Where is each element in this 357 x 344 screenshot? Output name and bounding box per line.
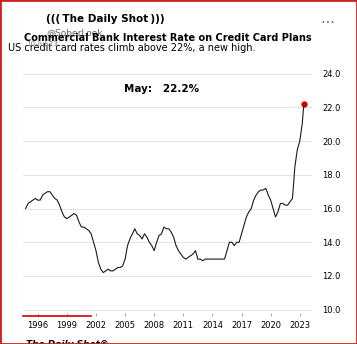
Title: Commercial Bank Interest Rate on Credit Card Plans: Commercial Bank Interest Rate on Credit …: [24, 33, 312, 43]
Text: ⋯: ⋯: [321, 14, 335, 28]
Text: The: The: [19, 12, 30, 18]
Text: US credit card rates climb above 22%, a new high.: US credit card rates climb above 22%, a …: [8, 43, 255, 53]
Text: The Daily Shot®: The Daily Shot®: [26, 340, 109, 344]
Text: Shot: Shot: [18, 29, 32, 34]
Text: 10-Jul-23: 10-Jul-23: [26, 41, 58, 47]
Text: @SoberLook: @SoberLook: [46, 28, 103, 37]
Text: May:   22.2%: May: 22.2%: [125, 84, 200, 94]
Text: Daily: Daily: [17, 21, 33, 26]
Text: ((( The Daily Shot ))): ((( The Daily Shot ))): [46, 14, 165, 24]
